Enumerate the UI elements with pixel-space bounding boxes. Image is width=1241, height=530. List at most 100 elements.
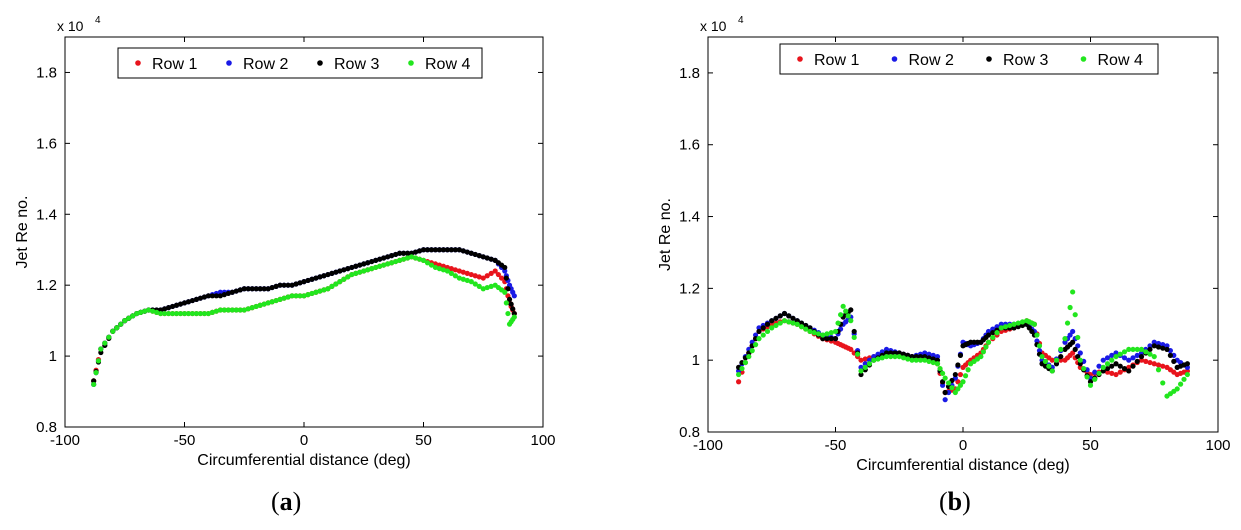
- chart-a-point: [169, 310, 176, 317]
- chart-a-point: [345, 274, 351, 280]
- chart-b-point: [922, 350, 928, 356]
- chart-panel-a: -100 -50 0 50 100 0.8 1 1.2 1.4 1.6 1.8 x 10 4 Circum…: [0, 0, 620, 530]
- chart-b-point: [1151, 343, 1157, 349]
- chart-b-point: [1092, 369, 1098, 375]
- chart-a-legend-label: Row 2: [243, 56, 288, 73]
- chart-b-point: [942, 397, 948, 403]
- chart-b-point: [790, 320, 796, 326]
- chart-a-point: [114, 325, 120, 331]
- chart-a-point: [428, 262, 435, 268]
- chart-a-point: [225, 290, 231, 297]
- chart-a-point: [130, 313, 136, 319]
- chart-a-point: [313, 275, 319, 281]
- chart-b-point: [1109, 352, 1115, 358]
- chart-b-point: [960, 379, 966, 385]
- chart-a-point: [397, 250, 403, 256]
- chart-a-point: [309, 290, 315, 297]
- chart-b-xtick-label: 100: [1205, 437, 1230, 454]
- chart-b-point: [1092, 376, 1098, 382]
- chart-b-point: [764, 328, 771, 335]
- chart-b-point: [955, 386, 961, 392]
- chart-b-exponent-power: 4: [738, 15, 744, 26]
- chart-b-point: [871, 353, 877, 360]
- chart-b-point: [794, 318, 800, 324]
- chart-a-point: [217, 293, 223, 299]
- chart-a-plot-frame: [64, 36, 544, 428]
- chart-a-point: [95, 358, 102, 364]
- chart-a-point: [110, 328, 116, 334]
- chart-a-point: [169, 303, 176, 310]
- chart-b-point: [955, 379, 961, 385]
- chart-b-point: [985, 339, 992, 345]
- chart-a-point: [265, 286, 271, 292]
- chart-a-point: [506, 296, 513, 302]
- chart-b-point: [1147, 343, 1153, 349]
- chart-a-point: [511, 293, 517, 299]
- chart-b-caption: (b): [939, 487, 971, 516]
- chart-a-point: [329, 283, 335, 289]
- chart-b-point: [1104, 361, 1111, 367]
- chart-a-point: [138, 309, 144, 315]
- chart-b-series-4: [736, 289, 1190, 399]
- chart-a-point: [301, 293, 307, 299]
- chart-b-point: [892, 350, 898, 356]
- chart-b-point: [1134, 352, 1140, 358]
- chart-a-point: [357, 262, 363, 268]
- chart-b-point: [1134, 346, 1140, 353]
- chart-a-point: [102, 340, 108, 346]
- chart-a-point: [436, 266, 443, 272]
- chart-a-point: [365, 260, 371, 266]
- chart-b-point: [1031, 321, 1037, 327]
- chart-b-point: [749, 348, 755, 354]
- chart-b-point: [957, 382, 964, 388]
- chart-b-point: [756, 336, 762, 342]
- chart-b-point: [1062, 339, 1068, 345]
- chart-a-point: [154, 309, 160, 315]
- chart-b-point: [990, 326, 996, 332]
- chart-b-caption-letter: b: [947, 487, 963, 516]
- chart-a-xtick-label: 50: [415, 432, 432, 449]
- chart-a-xlabel: Circumferential distance (deg): [197, 452, 410, 469]
- chart-b-point: [798, 324, 805, 330]
- chart-a-point: [349, 264, 355, 271]
- chart-a-point: [261, 301, 267, 307]
- chart-b-point: [1070, 289, 1076, 295]
- chart-b-point: [1113, 361, 1119, 367]
- chart-a-point: [93, 370, 99, 376]
- chart-a-point: [385, 261, 391, 267]
- chart-a-point: [273, 297, 279, 304]
- chart-b-point: [862, 364, 868, 370]
- chart-b-point: [1109, 370, 1115, 376]
- chart-b-point: [1121, 349, 1128, 355]
- chart-a-point: [404, 255, 411, 261]
- chart-a-point: [476, 274, 482, 280]
- chart-a-legend-box: [117, 47, 483, 79]
- chart-a-point: [369, 258, 375, 265]
- chart-b-point: [1126, 346, 1132, 353]
- chart-b-point: [769, 321, 775, 327]
- chart-a-ytick-label: 0.8: [36, 419, 57, 436]
- chart-b-point: [957, 352, 964, 358]
- chart-a-point: [325, 271, 331, 278]
- chart-a-point: [177, 301, 184, 307]
- chart-b-point: [1184, 371, 1190, 378]
- chart-a-point: [424, 260, 431, 266]
- chart-b-point: [909, 353, 915, 360]
- chart-a-point: [472, 273, 478, 279]
- chart-a-point: [289, 282, 295, 288]
- chart-b-point: [820, 332, 826, 338]
- chart-a-point: [452, 273, 458, 279]
- chart-a-point: [177, 310, 184, 317]
- chart-b-point: [769, 325, 775, 331]
- chart-b-xlabel: Circumferential distance (deg): [856, 457, 1069, 474]
- chart-b-point: [862, 361, 868, 367]
- chart-b-legend-marker: [986, 56, 992, 62]
- chart-a-legend-label: Row 3: [334, 56, 379, 73]
- chart-a-point: [480, 286, 486, 292]
- chart-b-point: [883, 350, 890, 356]
- chart-b-point: [858, 368, 864, 374]
- chart-b-point: [990, 330, 996, 336]
- chart-a-point: [161, 310, 168, 317]
- chart-b-point: [985, 328, 992, 335]
- chart-a-point: [106, 334, 112, 340]
